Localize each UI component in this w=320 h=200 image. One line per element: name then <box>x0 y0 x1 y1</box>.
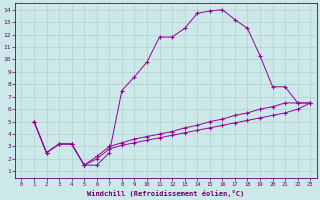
X-axis label: Windchill (Refroidissement éolien,°C): Windchill (Refroidissement éolien,°C) <box>87 190 244 197</box>
